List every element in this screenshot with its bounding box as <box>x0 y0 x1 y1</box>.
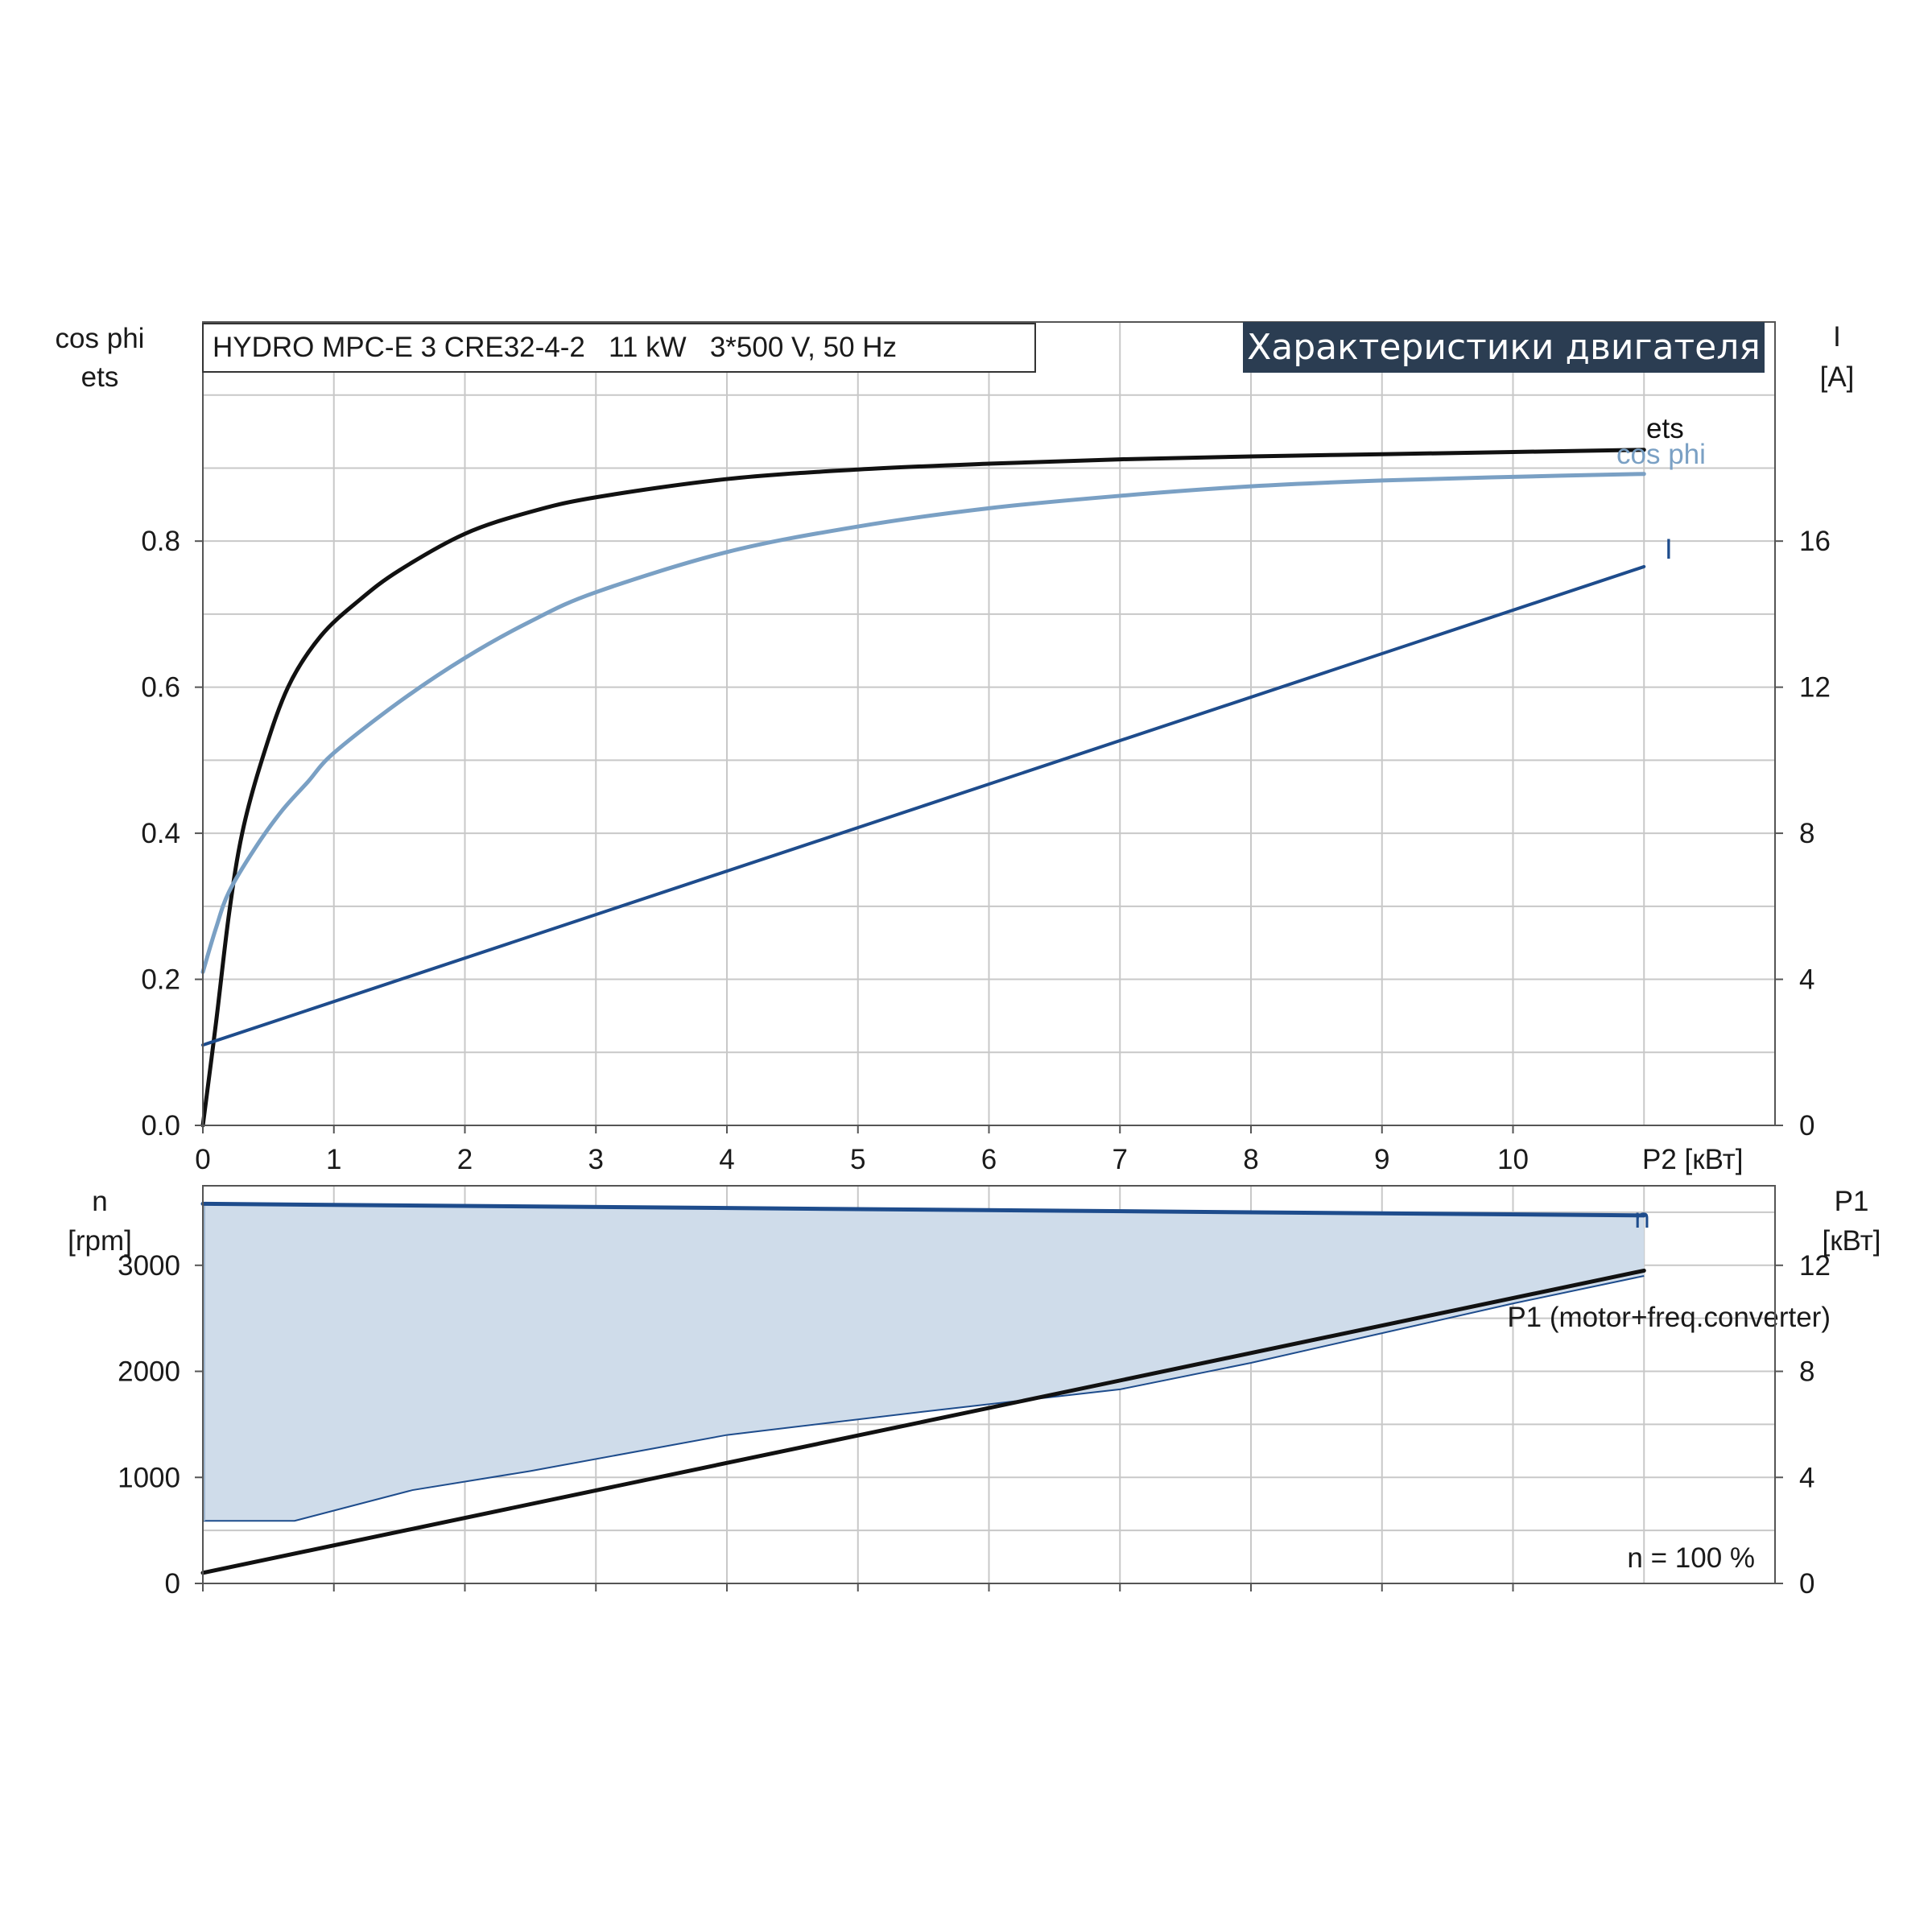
bottom-left-tick-label: 0 <box>165 1568 180 1600</box>
series-line-n <box>200 1201 1646 1218</box>
series-label-cos-phi: cos phi <box>1616 439 1706 470</box>
left-tick-label: 0.4 <box>141 818 180 849</box>
x-tick-label: 3 <box>588 1144 604 1175</box>
bottom-panel: n P1 (motor+freq.converter) 0 1000 2000 3000… <box>118 1185 1831 1600</box>
x-tick-label: 0 <box>195 1144 210 1175</box>
series-line-cos-phi <box>200 472 1646 974</box>
x-tick-label: 5 <box>850 1144 865 1175</box>
series-line-n-min <box>203 1274 1645 1522</box>
series-line-ets <box>200 448 1646 1128</box>
speed-range-area <box>203 1203 1645 1521</box>
right-tick-label: 12 <box>1799 672 1831 704</box>
page-title-box <box>1243 322 1765 373</box>
right-tick-label: 4 <box>1799 964 1814 996</box>
bottom-right-tick-label: 4 <box>1799 1462 1814 1493</box>
speed-annotation: n = 100 % <box>1627 1542 1755 1574</box>
x-tick-label: 2 <box>457 1144 473 1175</box>
left-tick-label: 0.2 <box>141 964 180 996</box>
bottom-right-axis-label-1: P1 <box>1835 1186 1869 1217</box>
bottom-left-tick-label: 2000 <box>118 1356 180 1388</box>
top-left-axis-label-2: ets <box>81 361 119 393</box>
bottom-left-axis-label-2: [rpm] <box>68 1225 132 1257</box>
right-tick-label: 8 <box>1799 818 1814 849</box>
bottom-ticks: 0 1000 2000 3000 0 4 8 12 <box>118 1250 1831 1600</box>
bottom-right-tick-label: 8 <box>1799 1356 1814 1388</box>
top-right-axis-label-1: I <box>1833 321 1841 353</box>
x-tick-label: 7 <box>1113 1144 1128 1175</box>
x-tick-label: 4 <box>719 1144 734 1175</box>
page-title: Характеристики двигателя <box>1247 327 1761 368</box>
series-line-p1 <box>200 1268 1646 1575</box>
bottom-right-axis-label-2: [кВт] <box>1823 1225 1881 1257</box>
left-tick-label: 0.0 <box>141 1110 180 1141</box>
bottom-left-tick-label: 1000 <box>118 1462 180 1493</box>
bottom-left-tick-label: 3000 <box>118 1250 180 1282</box>
top-grid <box>203 322 1775 1125</box>
x-tick-label: 6 <box>981 1144 997 1175</box>
bottom-left-axis-label-1: n <box>92 1186 107 1217</box>
model-label: HYDRO MPC-E 3 CRE32-4-2 11 kW 3*500 V, 5… <box>213 332 897 363</box>
right-tick-label: 16 <box>1799 526 1831 557</box>
bottom-right-tick-label: 0 <box>1799 1568 1814 1600</box>
top-right-axis-label-2: [A] <box>1820 361 1855 393</box>
top-left-axis-label-1: cos phi <box>56 323 145 354</box>
left-tick-label: 0.8 <box>141 526 180 557</box>
bottom-curves: n P1 (motor+freq.converter) <box>200 1201 1831 1575</box>
x-tick-label: 10 <box>1497 1144 1529 1175</box>
series-label-n: n <box>1634 1203 1649 1234</box>
x-axis-label: P2 [кВт] <box>1642 1144 1744 1175</box>
series-label-p1: P1 (motor+freq.converter) <box>1507 1302 1831 1333</box>
series-label-i: I <box>1665 534 1673 565</box>
series-line-i <box>201 564 1646 1047</box>
x-tick-label: 9 <box>1374 1144 1389 1175</box>
x-tick-label: 1 <box>326 1144 341 1175</box>
model-label-box <box>202 323 1036 373</box>
left-tick-label: 0.6 <box>141 672 180 704</box>
x-tick-label: 8 <box>1243 1144 1258 1175</box>
series-label-ets: ets <box>1646 413 1684 444</box>
bottom-right-tick-label: 12 <box>1799 1250 1831 1282</box>
right-tick-label: 0 <box>1799 1110 1814 1141</box>
